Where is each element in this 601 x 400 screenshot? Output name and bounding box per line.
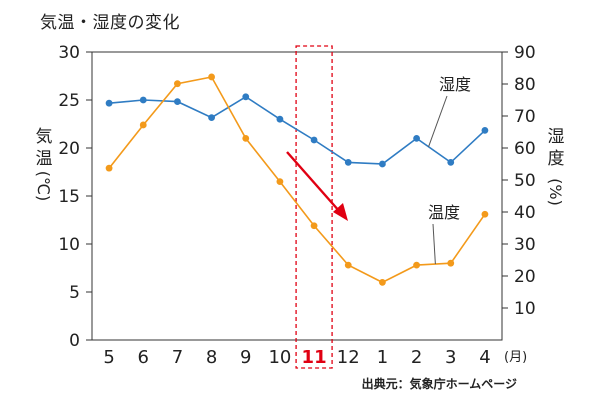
data-point (208, 114, 215, 121)
x-tick-label: 8 (206, 347, 217, 368)
y-right-tick-label: 70 (514, 107, 536, 127)
series-label-leader (428, 95, 448, 147)
x-tick-label: 10 (268, 347, 291, 368)
data-point (379, 279, 386, 286)
y-left-tick-label: 25 (58, 91, 80, 111)
y-left-unit: (℃) (34, 171, 53, 201)
y-left-tick-label: 15 (58, 187, 80, 207)
x-tick-label: 5 (103, 347, 114, 368)
x-unit-label: (月) (504, 350, 527, 365)
x-tick-label: 3 (445, 347, 456, 368)
chart-title: 気温・湿度の変化 (40, 13, 180, 33)
y-right-label: 度 (548, 149, 565, 169)
data-point (174, 80, 181, 88)
data-point (105, 164, 113, 172)
x-tick-label: 11 (302, 347, 327, 368)
trend-arrow-shaft (286, 151, 341, 213)
plot-frame (91, 51, 503, 341)
y-right-tick-label: 30 (514, 235, 536, 255)
y-left-label: 温 (36, 149, 53, 169)
source-note: 出典元：気象庁ホームページ (361, 377, 517, 391)
data-point (139, 121, 147, 129)
y-left-tick-label: 20 (58, 139, 80, 159)
y-right-tick-label: 40 (514, 203, 536, 223)
y-right-tick-label: 10 (514, 299, 536, 319)
y-left-label: 気 (36, 127, 53, 147)
highlight-box (295, 45, 333, 369)
y-left-tick-label: 30 (58, 43, 80, 63)
data-point (310, 222, 318, 230)
data-point (481, 210, 489, 218)
y-right-unit: (%) (546, 178, 565, 206)
trend-arrow-head (333, 203, 348, 221)
data-point (276, 115, 284, 123)
x-tick-label: 2 (411, 347, 422, 368)
series-label: 温度 (428, 203, 460, 222)
y-right-label: 湿 (548, 127, 565, 147)
data-point (105, 99, 113, 107)
y-right-tick-label: 80 (514, 75, 536, 95)
series-line (109, 95, 486, 165)
data-point (344, 159, 352, 166)
series-line (108, 76, 486, 284)
y-left-tick-label: 10 (58, 235, 80, 255)
data-point (344, 261, 352, 269)
y-left-tick-label: 0 (69, 331, 80, 351)
y-right-tick-label: 50 (514, 171, 536, 191)
x-tick-label: 7 (172, 347, 183, 368)
data-point (447, 159, 455, 166)
data-point (310, 136, 318, 144)
x-tick-label: 12 (337, 347, 360, 368)
y-left-tick-label: 5 (69, 283, 80, 303)
data-point (242, 135, 250, 142)
y-right-tick-label: 90 (514, 43, 536, 63)
series-label-leader (432, 223, 436, 265)
data-point (208, 73, 215, 81)
data-point (379, 160, 386, 168)
x-tick-label: 1 (377, 347, 388, 368)
x-tick-label: 6 (138, 347, 149, 368)
x-tick-label: 4 (479, 347, 490, 368)
x-tick-label: 9 (240, 347, 251, 368)
data-point (481, 126, 489, 134)
data-point (242, 93, 250, 101)
y-right-tick-label: 60 (514, 139, 536, 159)
data-point (413, 261, 420, 269)
series-label: 湿度 (439, 75, 471, 94)
y-right-tick-label: 20 (514, 267, 536, 287)
data-point (174, 98, 181, 105)
data-point (276, 178, 284, 186)
data-point (413, 135, 420, 142)
data-point (139, 96, 147, 104)
data-point (447, 259, 455, 267)
